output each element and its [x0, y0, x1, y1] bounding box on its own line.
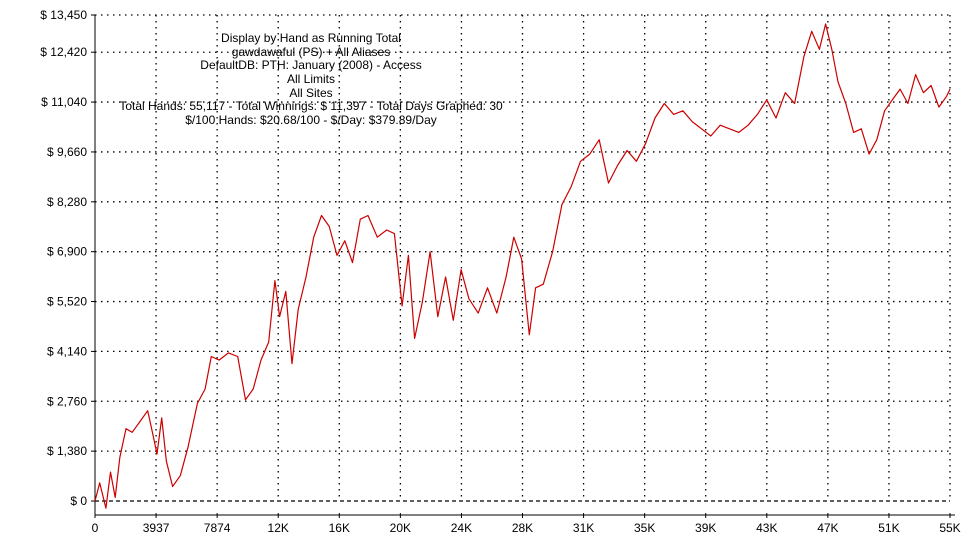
title-line-7: $/100 Hands: $20.68/100 - $/Day: $379.89…: [185, 113, 437, 127]
y-axis-ticks: $ 0 $ 1,380 $ 2,760 $ 4,140 $ 5,520 $ 6,900 $ …: [40, 8, 95, 508]
y-tick-label-4: $ 5,520: [47, 295, 87, 309]
x-tick-label-4: 16K: [329, 521, 350, 535]
x-tick-label-0: 0: [92, 521, 99, 535]
x-tick-label-3: 12K: [268, 521, 289, 535]
title-line-4: All Limits: [287, 72, 335, 86]
y-tick-label-6: $ 8,280: [47, 195, 87, 209]
x-tick-label-11: 43K: [756, 521, 777, 535]
title-line-3: DefaultDB: PTH: January (2008) - Access: [200, 58, 421, 72]
series-group: [94, 23, 951, 509]
title-line-1: Display by Hand as Running Total: [221, 31, 401, 45]
title-line-6: Total Hands: 55,117 - Total Winnings: $ …: [119, 99, 503, 113]
x-tick-label-8: 31K: [573, 521, 594, 535]
x-tick-label-10: 39K: [695, 521, 716, 535]
y-tick-label-1: $ 1,380: [47, 444, 87, 458]
y-tick-label-7: $ 9,660: [47, 145, 87, 159]
y-tick-label-2: $ 2,760: [47, 394, 87, 408]
x-tick-label-12: 47K: [817, 521, 838, 535]
x-tick-label-5: 20K: [390, 521, 411, 535]
x-tick-label-14: 55K: [939, 521, 960, 535]
x-tick-label-2: 7874: [204, 521, 231, 535]
x-tick-label-1: 3937: [143, 521, 170, 535]
x-tick-label-6: 24K: [451, 521, 472, 535]
title-line-5: All Sites: [289, 86, 332, 100]
x-tick-label-13: 51K: [878, 521, 899, 535]
y-tick-label-8: $ 11,040: [41, 95, 87, 109]
y-tick-label-10: $ 13,450: [40, 8, 87, 22]
chart-title-block: Display by Hand as Running Total gawdawa…: [119, 31, 503, 127]
y-tick-label-0: $ 0: [70, 494, 87, 508]
title-line-2: gawdawaful (PS) + All Aliases: [232, 45, 390, 59]
series-line-0: [94, 23, 951, 509]
x-axis-ticks: 0 3937 7874 12K 16K 20K 24K 28K 31K 35K 39K 43K 47K 5…: [92, 513, 961, 535]
grid-lines: [94, 14, 955, 518]
y-tick-label-9: $ 12,420: [40, 45, 87, 59]
y-tick-label-5: $ 6,900: [47, 245, 87, 259]
y-tick-label-3: $ 4,140: [47, 344, 87, 358]
x-tick-label-7: 28K: [512, 521, 533, 535]
x-tick-label-9: 35K: [634, 521, 655, 535]
